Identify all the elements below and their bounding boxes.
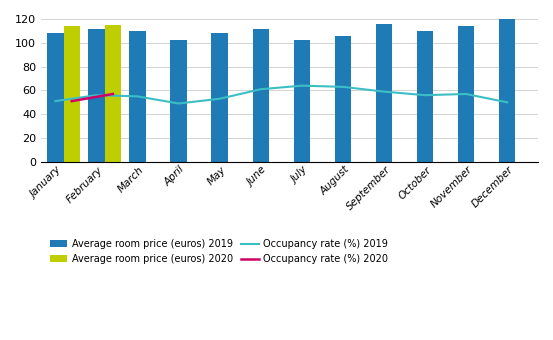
Bar [64,26,80,162]
Bar [47,33,64,162]
Bar [211,33,228,162]
Bar [253,29,269,162]
Bar [335,36,351,162]
Bar [458,26,474,162]
Bar [499,19,515,162]
Bar [417,31,433,162]
Bar [88,29,105,162]
Bar [375,24,392,162]
Bar [294,40,310,162]
Legend: Average room price (euros) 2019, Average room price (euros) 2020, Occupancy rate: Average room price (euros) 2019, Average… [46,235,392,268]
Bar [170,40,187,162]
Bar [105,25,121,162]
Bar [129,31,146,162]
